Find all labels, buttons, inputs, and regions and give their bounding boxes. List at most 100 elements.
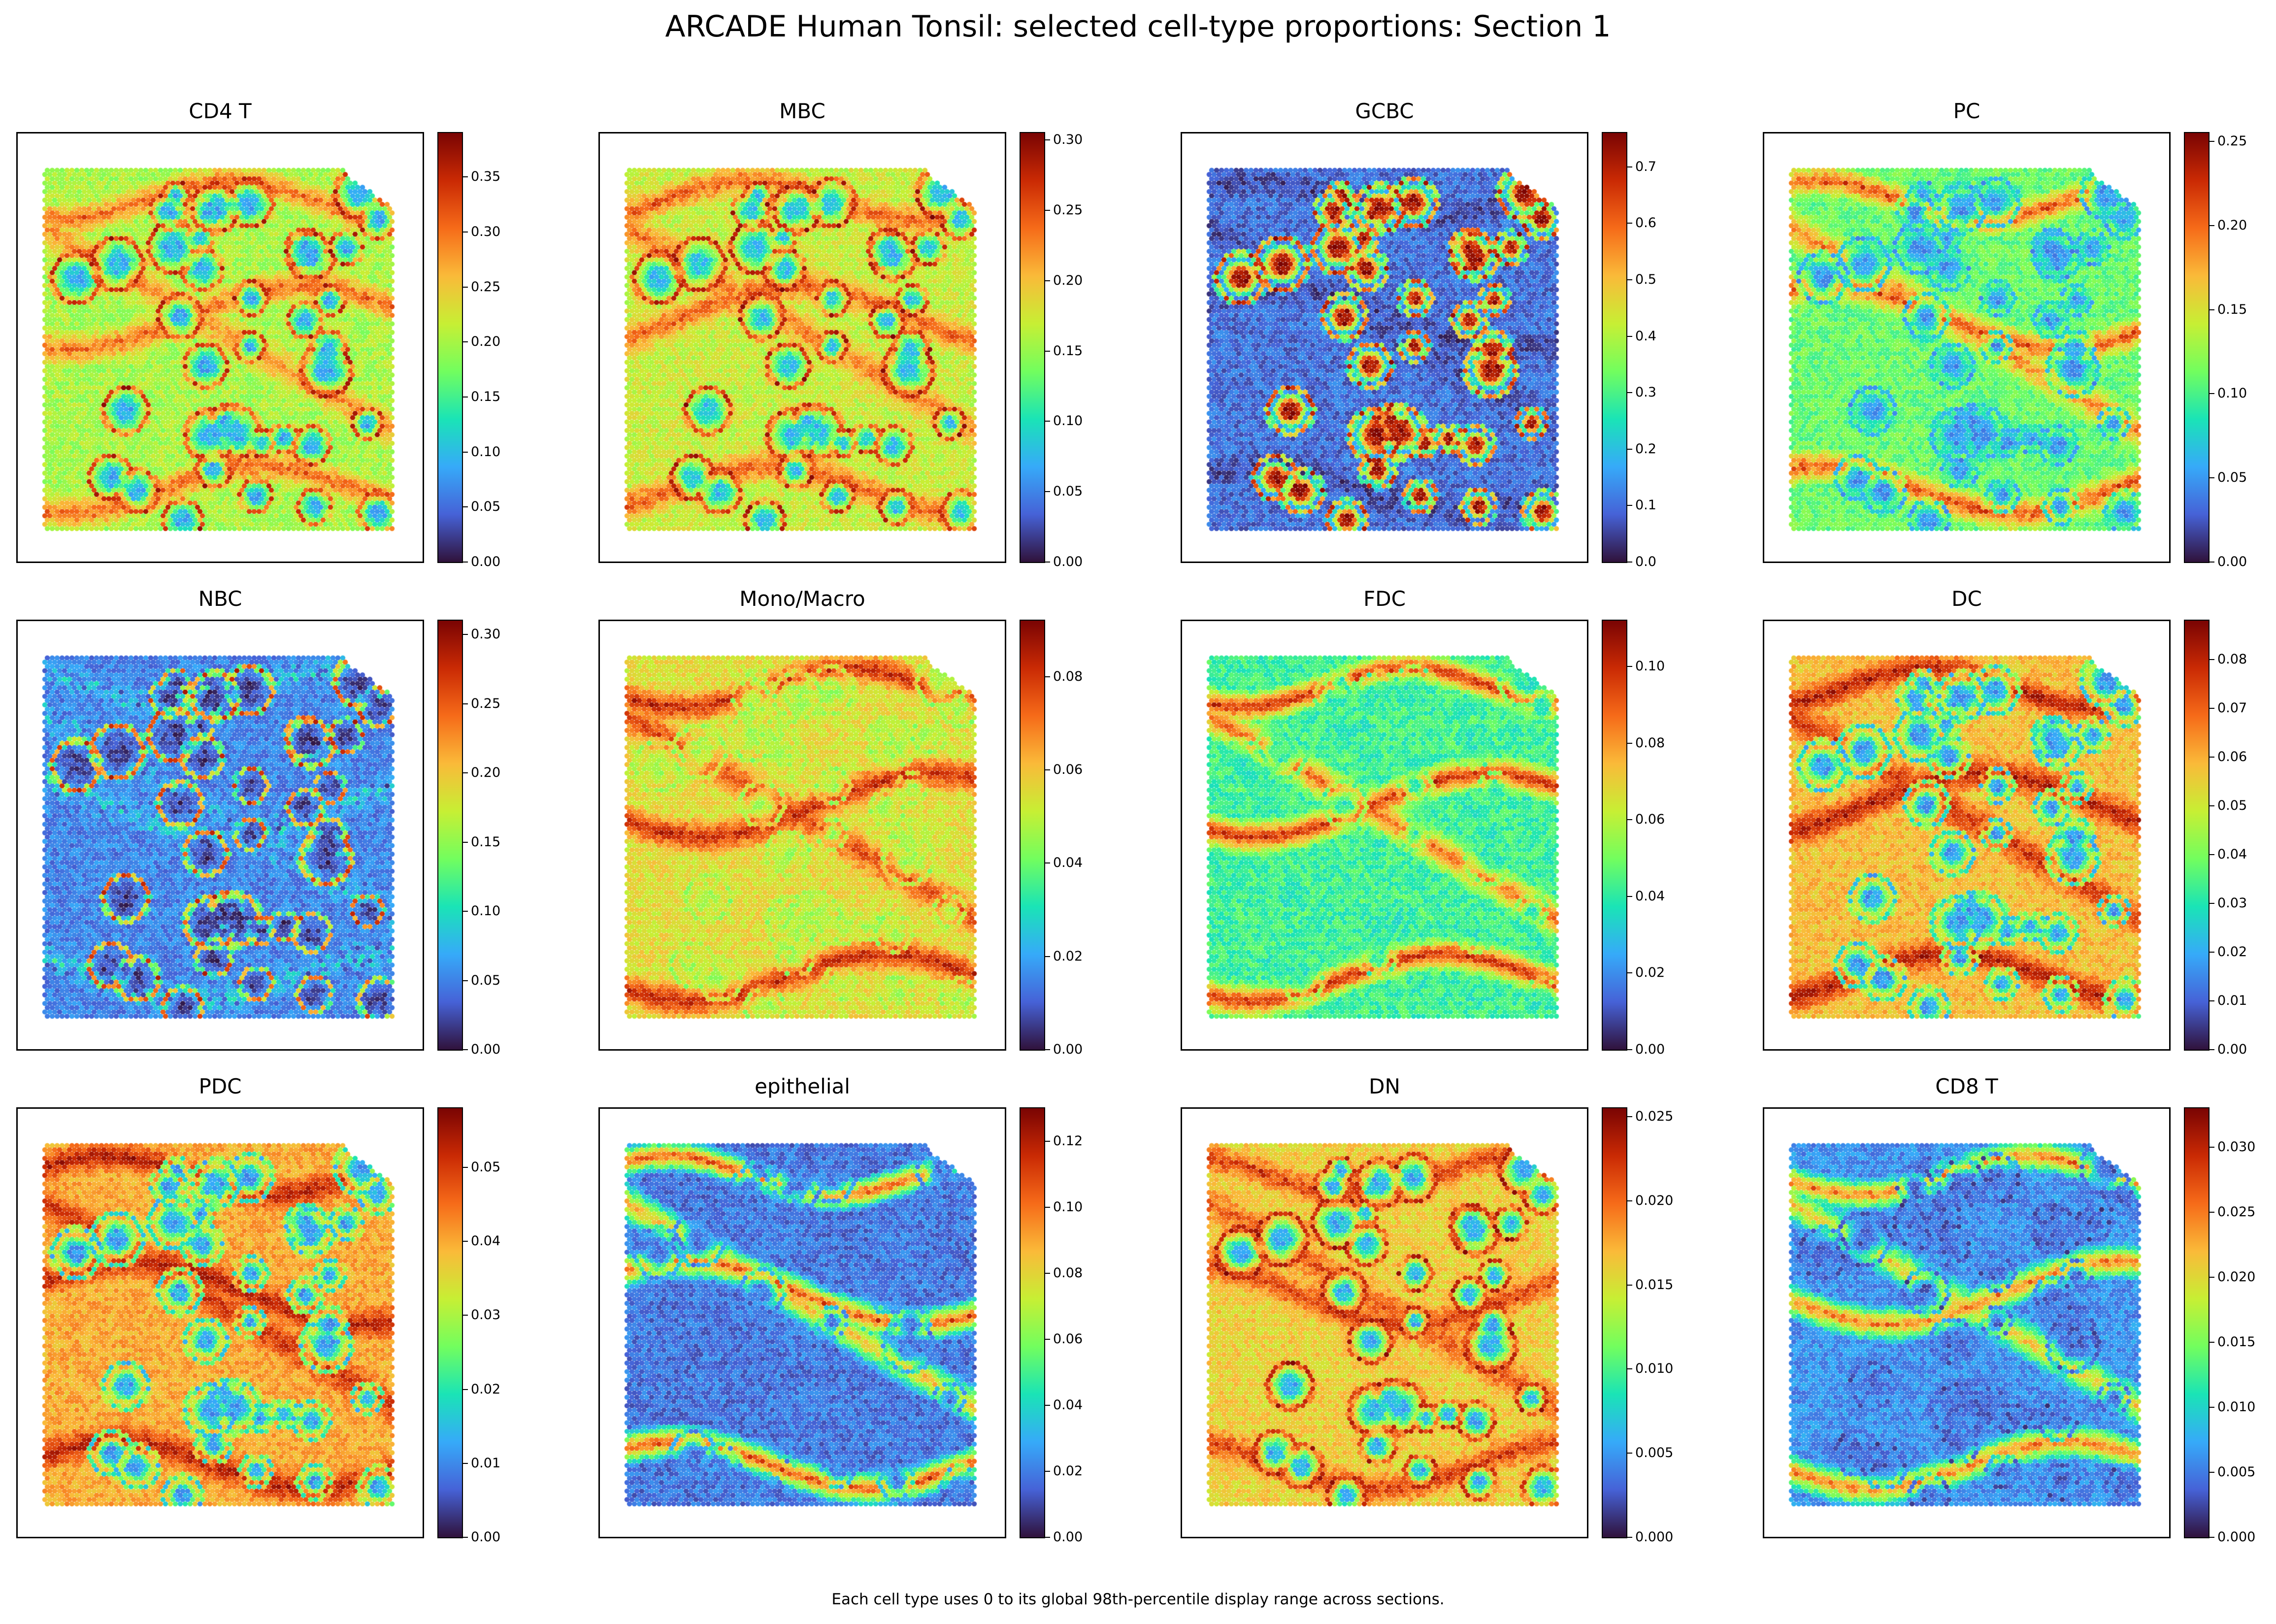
spatial-map: [1181, 1107, 1588, 1538]
tick-label: 0.15: [1053, 343, 1083, 359]
tick-mark: [2210, 1212, 2214, 1213]
tick-mark: [2210, 225, 2214, 226]
spatial-map: [16, 1107, 424, 1538]
tick-label: 0.04: [471, 1233, 501, 1249]
spot-heatmap: [1182, 1109, 1587, 1537]
tick-mark: [1045, 210, 1050, 211]
tick-label: 0.030: [2217, 1139, 2256, 1155]
tick-label: 0.2: [1635, 441, 1656, 457]
figure-title: ARCADE Human Tonsil: selected cell-type …: [665, 9, 1611, 44]
tick-label: 0.08: [1635, 735, 1665, 751]
tick-mark: [1045, 769, 1050, 770]
tick-mark: [463, 176, 468, 178]
tick-mark: [1627, 392, 1632, 394]
tick-label: 0.20: [471, 334, 501, 350]
colorbar-ticks: 0.0 0.1 0.2 0.3 0.4 0.5 0.6 0.7: [1627, 132, 1706, 569]
spot-heatmap: [18, 133, 423, 562]
tick-mark: [1045, 1207, 1050, 1208]
tick-label: 0.00: [471, 1529, 501, 1545]
colorbar: [1602, 620, 1627, 1051]
tick-mark: [463, 397, 468, 398]
colorbar: [1602, 132, 1627, 563]
tick-label: 0.10: [1053, 1199, 1083, 1215]
colorbar: [1602, 1107, 1627, 1538]
tick-mark: [1627, 1049, 1632, 1050]
tick-mark: [1045, 1141, 1050, 1142]
tick-mark: [463, 634, 468, 635]
tick-label: 0.04: [1053, 855, 1083, 871]
tick-label: 0.04: [2217, 847, 2247, 862]
colorbar-ticks: 0.00 0.01 0.02 0.03 0.04 0.05: [463, 1107, 542, 1545]
tick-label: 0.06: [1053, 1331, 1083, 1347]
tick-label: 0.020: [1635, 1193, 1674, 1208]
tick-label: 0.7: [1635, 159, 1656, 174]
tick-label: 0.08: [2217, 652, 2247, 667]
tick-label: 0.05: [1053, 484, 1083, 499]
panel-title: epithelial: [755, 1074, 850, 1098]
footnote: Each cell type uses 0 to its global 98th…: [831, 1591, 1445, 1608]
tick-mark: [463, 286, 468, 288]
colorbar: [437, 620, 463, 1051]
tick-label: 0.010: [1635, 1361, 1674, 1377]
tick-label: 0.03: [2217, 895, 2247, 911]
tick-mark: [2210, 1342, 2214, 1343]
tick-mark: [2210, 659, 2214, 661]
tick-label: 0.000: [1635, 1529, 1674, 1545]
tick-mark: [1627, 742, 1632, 744]
colorbar: [2184, 1107, 2210, 1538]
tick-mark: [1045, 350, 1050, 352]
colorbar-ticks: 0.000 0.005 0.010 0.015 0.020 0.025: [1627, 1107, 1706, 1545]
spot-heatmap: [18, 621, 423, 1049]
tick-mark: [1045, 1339, 1050, 1340]
tick-mark: [2210, 393, 2214, 395]
tick-label: 0.06: [2217, 749, 2247, 765]
colorbar-ticks: 0.00 0.02 0.04 0.06 0.08: [1045, 620, 1124, 1057]
tick-label: 0.10: [471, 444, 501, 460]
panel-title: NBC: [198, 587, 242, 611]
tick-label: 0.3: [1635, 385, 1656, 400]
panel-title: CD4 T: [189, 99, 252, 123]
tick-mark: [2210, 1147, 2214, 1148]
tick-mark: [1045, 421, 1050, 422]
tick-mark: [2210, 309, 2214, 310]
colorbar: [2184, 132, 2210, 563]
tick-label: 0.25: [471, 279, 501, 295]
tick-label: 0.025: [2217, 1204, 2256, 1220]
tick-label: 0.020: [2217, 1269, 2256, 1285]
tick-mark: [2210, 1407, 2214, 1408]
tick-mark: [2210, 562, 2214, 563]
tick-mark: [463, 451, 468, 453]
tick-mark: [1045, 1273, 1050, 1274]
spot-heatmap: [600, 621, 1005, 1049]
tick-mark: [1627, 895, 1632, 897]
tick-mark: [1627, 1284, 1632, 1286]
tick-mark: [2210, 1277, 2214, 1278]
tick-mark: [1627, 1200, 1632, 1201]
tick-mark: [1627, 1368, 1632, 1370]
tick-label: 0.05: [471, 499, 501, 515]
spot-heatmap: [18, 1109, 423, 1537]
colorbar-ticks: 0.00 0.05 0.10 0.15 0.20 0.25 0.30: [463, 620, 542, 1057]
colorbar-ticks: 0.00 0.02 0.04 0.06 0.08 0.10 0.12: [1045, 1107, 1124, 1545]
spatial-map: [1763, 620, 2171, 1051]
tick-mark: [1045, 676, 1050, 677]
tick-mark: [2210, 757, 2214, 758]
tick-label: 0.00: [1053, 554, 1083, 569]
tick-mark: [463, 1537, 468, 1538]
tick-mark: [2210, 708, 2214, 709]
tick-label: 0.04: [1053, 1397, 1083, 1413]
tick-mark: [463, 911, 468, 912]
tick-mark: [1045, 139, 1050, 141]
tick-label: 0.010: [2217, 1399, 2256, 1415]
tick-mark: [2210, 805, 2214, 807]
panel-title: CD8 T: [1935, 1074, 1998, 1098]
tick-label: 0.02: [2217, 944, 2247, 960]
tick-label: 0.25: [2217, 133, 2247, 149]
spatial-map: [16, 620, 424, 1051]
tick-mark: [1627, 448, 1632, 450]
tick-label: 0.07: [2217, 700, 2247, 716]
colorbar: [1020, 132, 1045, 563]
tick-label: 0.30: [1053, 132, 1083, 148]
tick-label: 0.4: [1635, 328, 1656, 344]
tick-label: 0.00: [1053, 1042, 1083, 1057]
